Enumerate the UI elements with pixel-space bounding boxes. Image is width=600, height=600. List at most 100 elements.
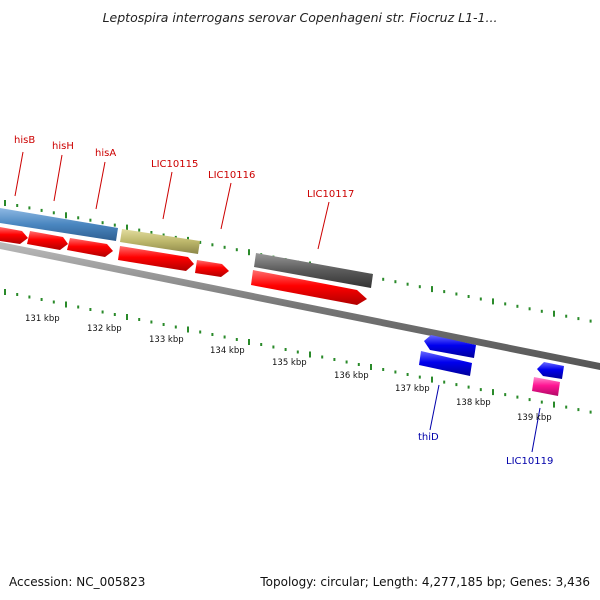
tick-mark — [113, 223, 116, 227]
tick-mark — [467, 385, 470, 389]
tick-mark — [516, 395, 519, 399]
ruler-label-135: 135 kbp — [272, 358, 307, 368]
cds-lic10117[interactable] — [251, 270, 367, 305]
tick-mark — [223, 245, 226, 249]
tick-mark — [150, 320, 153, 324]
gene-label-thid: thiD — [418, 432, 439, 443]
tick-mark — [479, 297, 482, 301]
tick-mark — [589, 319, 592, 323]
ruler-label-137: 137 kbp — [395, 384, 430, 394]
tick-mark — [138, 318, 141, 321]
accession-text: Accession: NC_005823 — [9, 575, 146, 589]
tick-mark — [577, 408, 580, 412]
genome-summary-text: Topology: circular; Length: 4,277,185 bp… — [260, 575, 590, 589]
tick-mark — [296, 350, 299, 354]
tick-mark — [516, 304, 519, 308]
ruler-label-133: 133 kbp — [149, 335, 184, 345]
tick-mark — [199, 330, 202, 334]
tick-mark — [162, 323, 165, 326]
forward-label-leaders — [14, 151, 330, 250]
tick-mark — [138, 228, 141, 232]
tick-mark — [492, 298, 494, 305]
tick-mark — [479, 388, 482, 392]
tick-mark — [370, 364, 372, 370]
tick-mark — [394, 370, 397, 374]
ruler-label-132: 132 kbp — [87, 324, 122, 334]
tick-mark — [162, 233, 165, 237]
tick-mark — [89, 218, 92, 222]
tick-mark — [406, 282, 409, 286]
tick-mark — [528, 398, 531, 402]
tick-mark — [528, 307, 531, 311]
tick-mark — [65, 301, 67, 308]
tick-mark — [540, 400, 543, 404]
gene-label-hish: hisH — [52, 141, 74, 152]
tick-mark — [260, 343, 263, 346]
tick-mark — [443, 380, 446, 384]
tick-mark — [418, 285, 421, 289]
tick-mark — [40, 298, 43, 301]
tick-mark — [101, 221, 104, 225]
tick-mark — [199, 240, 202, 244]
tick-mark — [89, 308, 92, 311]
cds-lic10119-upper[interactable] — [537, 362, 564, 379]
tick-mark — [492, 389, 494, 396]
tick-mark — [40, 208, 43, 212]
tick-mark — [577, 317, 580, 321]
map-title: Leptospira interrogans serovar Copenhage… — [102, 10, 498, 25]
ruler-label-138: 138 kbp — [456, 398, 491, 408]
tick-mark — [101, 310, 104, 314]
tick-mark — [174, 325, 177, 329]
gene-his-operon[interactable] — [0, 208, 118, 241]
cds-lic10116[interactable] — [195, 260, 229, 277]
backbone — [0, 242, 600, 370]
tick-mark — [553, 401, 555, 408]
tick-mark — [345, 360, 348, 364]
tick-mark — [16, 204, 19, 207]
tick-mark — [431, 286, 433, 293]
tick-mark — [16, 293, 19, 296]
tick-mark — [455, 292, 458, 296]
tick-mark — [211, 243, 214, 247]
tick-mark — [126, 314, 128, 320]
ruler-label-139: 139 kbp — [517, 413, 552, 423]
tick-mark — [504, 302, 507, 306]
tick-row-reverse — [4, 289, 592, 414]
tick-mark — [309, 351, 311, 358]
tick-mark — [65, 212, 67, 219]
tick-mark — [589, 410, 592, 414]
tick-mark — [187, 326, 189, 333]
tick-mark — [28, 295, 31, 299]
gene-label-lic10117: LIC10117 — [307, 189, 354, 200]
tick-mark — [431, 376, 433, 383]
tick-mark — [333, 358, 336, 361]
gene-lic10117[interactable] — [254, 253, 373, 288]
tick-mark — [553, 310, 555, 317]
tick-mark — [394, 280, 397, 284]
tick-mark — [150, 231, 153, 234]
cds-lic10119[interactable] — [532, 377, 560, 396]
tick-mark — [272, 345, 275, 349]
tick-mark — [382, 277, 385, 281]
gene-label-hisa: hisA — [95, 148, 116, 159]
cds-lic10115[interactable] — [118, 246, 194, 271]
tick-mark — [321, 355, 324, 359]
gene-label-lic10116: LIC10116 — [208, 170, 255, 181]
cds-thid[interactable] — [419, 351, 472, 376]
tick-mark — [77, 216, 80, 220]
cds-hisa[interactable] — [67, 238, 113, 257]
tick-mark — [223, 335, 226, 339]
tick-mark — [52, 300, 55, 304]
ruler-label-136: 136 kbp — [334, 371, 369, 381]
cds-hisb[interactable] — [0, 227, 28, 244]
cds-thid-upper[interactable] — [424, 335, 476, 358]
cds-hish[interactable] — [27, 231, 68, 250]
tick-mark — [4, 289, 6, 295]
tick-mark — [28, 206, 31, 210]
tick-mark — [443, 290, 446, 294]
tick-mark — [467, 295, 470, 298]
tick-mark — [455, 383, 458, 387]
tick-mark — [357, 363, 360, 366]
gene-lic10115[interactable] — [120, 229, 200, 254]
